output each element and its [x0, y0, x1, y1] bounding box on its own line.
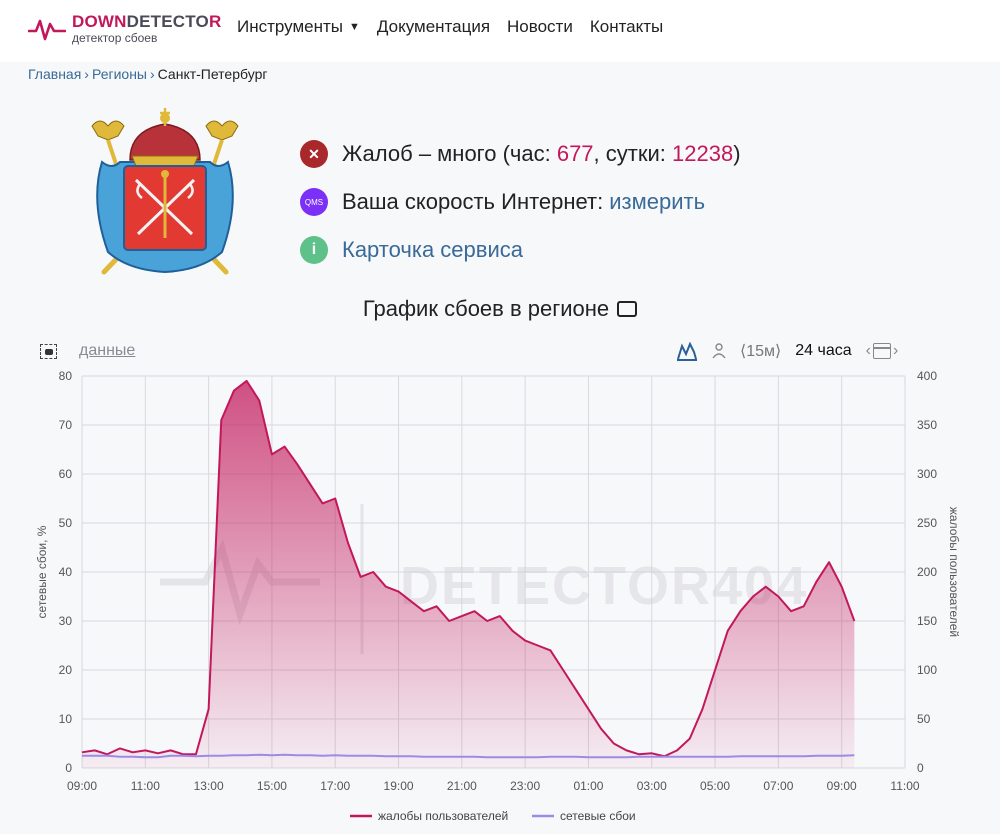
complaints-text: Жалоб – много (час: 677, сутки: 12238) — [342, 141, 741, 166]
legend-label-network[interactable]: сетевые сбои — [560, 809, 636, 823]
x-tick-label: 23:00 — [510, 779, 540, 793]
y-tick-label-right: 200 — [917, 565, 937, 579]
outage-chart: 0 0 10 50 20 100 30 150 40 200 50 250 60 300 70 350 80 40… — [35, 369, 961, 823]
x-tick-label: 05:00 — [700, 779, 730, 793]
screenshot-camera-icon[interactable] — [40, 343, 57, 359]
breadcrumb-separator: › — [84, 66, 89, 82]
x-tick-label: 19:00 — [384, 779, 414, 793]
speed-test-link[interactable]: измерить — [609, 189, 706, 214]
x-tick-label: 09:00 — [67, 779, 97, 793]
nav-news[interactable]: Новости — [507, 17, 573, 36]
y-tick-label-left: 80 — [59, 369, 73, 383]
y-tick-label-right: 400 — [917, 369, 937, 383]
x-tick-label: 11:00 — [131, 779, 160, 793]
main-nav: Инструменты ▼ Документация Новости Контак… — [237, 17, 663, 37]
chart-toolbar-right: ⟨15м⟩ 24 часа ‹ › — [676, 340, 912, 362]
breadcrumb-separator: › — [149, 66, 155, 82]
area-chart-toggle-icon[interactable] — [676, 340, 698, 362]
fullscreen-icon[interactable] — [617, 301, 638, 317]
logo[interactable]: DOWNDETECTOR детектор сбоев — [28, 12, 221, 45]
y-tick-label-left: 0 — [65, 761, 72, 775]
calendar-icon[interactable]: ‹ › — [865, 342, 899, 359]
x-tick-label: 15:00 — [257, 779, 287, 793]
logo-pulse-icon — [28, 19, 66, 40]
y-tick-label-left: 10 — [59, 712, 73, 726]
complaints-line — [81, 379, 856, 758]
y-tick-label-left: 70 — [59, 418, 73, 432]
status-panel: ✕ Жалоб – много (час: 677, сутки: 12238)… — [300, 130, 741, 274]
chevron-down-icon: ▼ — [349, 21, 360, 33]
y-tick-label-right: 250 — [917, 516, 937, 530]
y-tick-label-right: 100 — [917, 663, 937, 677]
y-axis-label-right: жалобы пользователей — [947, 507, 961, 637]
y-tick-label-right: 350 — [917, 418, 937, 432]
breadcrumb-regions[interactable]: Регионы — [91, 66, 147, 82]
x-tick-label: 13:00 — [194, 779, 224, 793]
x-tick-label: 07:00 — [763, 779, 793, 793]
y-tick-label-right: 50 — [917, 712, 931, 726]
complaints-day-count: 12238 — [672, 141, 734, 166]
y-tick-label-left: 50 — [59, 516, 73, 530]
nav-docs[interactable]: Документация — [376, 17, 491, 36]
complaints-hour-count: 677 — [556, 141, 594, 166]
y-tick-label-left: 30 — [59, 614, 73, 628]
x-tick-label: 11:00 — [890, 779, 919, 793]
nav-tools[interactable]: Инструменты ▼ — [237, 17, 360, 36]
y-tick-label-left: 60 — [59, 467, 73, 481]
top-navbar: DOWNDETECTOR детектор сбоев Инструменты ▼… — [0, 0, 1000, 62]
y-tick-label-right: 150 — [917, 614, 937, 628]
y-tick-label-left: 20 — [59, 663, 73, 677]
data-link[interactable]: данные — [79, 342, 136, 359]
range-24h-button[interactable]: 24 часа — [795, 342, 852, 359]
range-15m-button[interactable]: ⟨15м⟩ — [740, 343, 782, 360]
breadcrumb-current: Санкт-Петербург — [157, 66, 268, 82]
x-tick-label: 09:00 — [827, 779, 857, 793]
logo-subtitle: детектор сбоев — [72, 31, 158, 45]
x-tick-label: 01:00 — [573, 779, 603, 793]
x-tick-label: 03:00 — [637, 779, 667, 793]
x-tick-label: 17:00 — [320, 779, 350, 793]
y-tick-label-right: 300 — [917, 467, 937, 481]
qms-icon: QMS — [300, 188, 328, 216]
user-icon[interactable] — [712, 343, 726, 359]
x-tick-label: 21:00 — [447, 779, 477, 793]
chart-title: График сбоев в регионе — [0, 296, 1000, 322]
breadcrumb-home[interactable]: Главная — [28, 66, 82, 82]
complaints-row: ✕ Жалоб – много (час: 677, сутки: 12238) — [300, 130, 741, 178]
complaints-area — [82, 380, 855, 768]
service-card-row: i Карточка сервиса — [300, 226, 741, 274]
chart-toolbar-left: данные — [40, 342, 135, 360]
y-tick-label-right: 0 — [917, 761, 924, 775]
y-axis-label-left: сетевые сбои, % — [35, 525, 49, 618]
info-icon: i — [300, 236, 328, 264]
speed-row: QMS Ваша скорость Интернет: измерить — [300, 178, 741, 226]
logo-name: DOWNDETECTOR — [72, 12, 222, 31]
breadcrumb: Главная › Регионы › Санкт-Петербург — [28, 66, 267, 82]
network-failures-line — [82, 753, 855, 759]
legend-label-complaints[interactable]: жалобы пользователей — [378, 809, 508, 823]
y-tick-label-left: 40 — [59, 565, 73, 579]
service-card-link[interactable]: Карточка сервиса — [342, 237, 523, 262]
speed-text: Ваша скорость Интернет: — [342, 189, 604, 214]
spb-coat-of-arms-icon — [91, 108, 239, 275]
alert-x-icon: ✕ — [300, 140, 328, 168]
chart-watermark: DETECTOR404 — [400, 556, 808, 616]
nav-contacts[interactable]: Контакты — [589, 17, 664, 36]
